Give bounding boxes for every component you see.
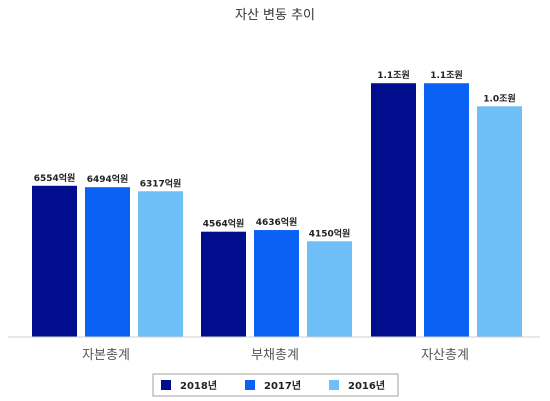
- legend-swatch-1: [161, 380, 171, 390]
- data-label-3-3: 1.0조원: [483, 92, 516, 104]
- legend-label-1: 2018년: [180, 379, 217, 392]
- category-label-2: 부채총계: [251, 348, 299, 363]
- legend-box: [152, 373, 399, 397]
- data-label-3-2: 1.1조원: [430, 69, 463, 81]
- bar-3-3: [477, 106, 522, 337]
- bars-layer: [32, 83, 522, 337]
- legend-swatch-3: [329, 380, 339, 390]
- bar-3-2: [424, 83, 469, 337]
- legend-item-2[interactable]: 2017년: [245, 379, 301, 392]
- bar-1-2: [85, 187, 130, 337]
- data-label-2-1: 4564억원: [203, 218, 245, 230]
- data-label-1-1: 6554억원: [34, 172, 76, 184]
- category-label-3: 자산총계: [421, 348, 469, 363]
- legend-label-3: 2016년: [348, 379, 385, 392]
- bar-2-3: [307, 241, 352, 337]
- bar-2-1: [201, 231, 246, 337]
- data-label-1-2: 6494억원: [87, 173, 129, 185]
- legend-item-3[interactable]: 2016년: [329, 379, 385, 392]
- bar-1-3: [138, 191, 183, 337]
- bar-3-1: [371, 83, 416, 337]
- category-label-1: 자본총계: [82, 348, 130, 363]
- data-label-2-2: 4636억원: [256, 216, 298, 228]
- data-label-1-3: 6317억원: [140, 177, 182, 189]
- legend-swatch-2: [245, 380, 255, 390]
- legend[interactable]: 2018년 2017년 2016년: [152, 373, 399, 397]
- legend-label-2: 2017년: [264, 379, 301, 392]
- bar-2-2: [254, 230, 299, 337]
- data-label-2-3: 4150억원: [309, 227, 351, 239]
- bar-1-1: [32, 185, 77, 337]
- data-label-3-1: 1.1조원: [377, 69, 410, 81]
- legend-item-1[interactable]: 2018년: [161, 379, 217, 392]
- data-labels-layer: 6554억원 6494억원 6317억원 4564억원 4636억원 4150억원 1.1조…: [34, 69, 516, 239]
- category-labels: 자본총계 부채총계 자산총계: [82, 348, 469, 363]
- chart-title: 자산 변동 추이: [235, 8, 315, 23]
